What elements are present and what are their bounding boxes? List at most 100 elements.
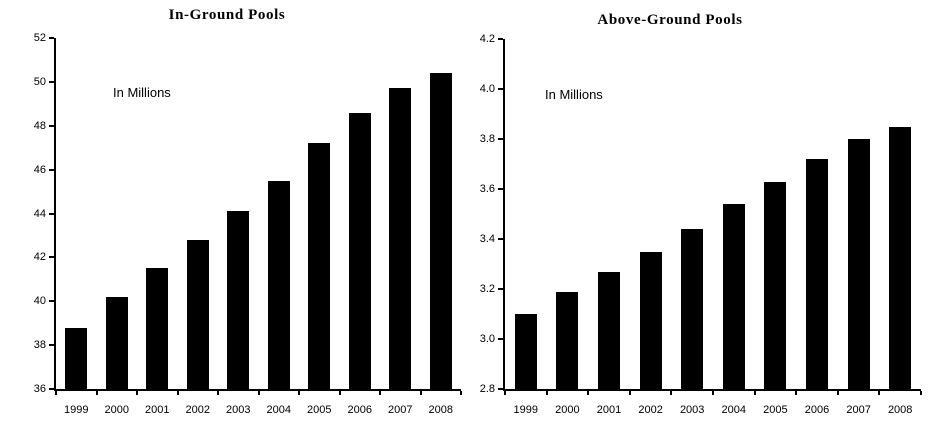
y-tick [49, 168, 54, 171]
bar-2005 [308, 143, 331, 389]
y-tick-label: 3.8 [479, 133, 495, 145]
x-tick-label: 1999 [64, 404, 89, 416]
x-tick [257, 391, 260, 395]
y-tick [49, 124, 54, 127]
x-tick [379, 391, 381, 395]
x-axis-line [503, 389, 921, 391]
x-tick-label: 2006 [804, 404, 830, 416]
y-tick [498, 38, 503, 40]
y-tick [49, 37, 54, 39]
x-tick-label: 2005 [763, 404, 788, 416]
y-tick-label: 42 [33, 251, 46, 264]
x-tick [95, 391, 98, 395]
chart-title: Above-Ground Pools [597, 12, 743, 28]
bar-2008 [429, 73, 452, 389]
bar-2001 [598, 271, 620, 389]
bar-2006 [348, 112, 371, 389]
x-tick-label: 2005 [307, 404, 332, 416]
y-tick [498, 238, 503, 240]
x-tick-label: 2000 [555, 404, 580, 416]
y-tick [49, 300, 54, 303]
y-tick [498, 88, 503, 90]
x-tick-label: 1999 [513, 404, 539, 416]
x-tick [753, 391, 756, 395]
chart-title: In-Ground Pools [168, 7, 286, 23]
units-annotation: In Millions [113, 85, 171, 100]
x-tick-label: 2008 [428, 404, 453, 416]
y-tick-label: 36 [33, 383, 46, 395]
x-tick [712, 391, 714, 395]
y-tick [49, 212, 54, 215]
bar-2007 [389, 88, 412, 389]
x-tick-label: 2001 [145, 404, 170, 416]
x-tick [460, 391, 462, 395]
x-tick [136, 391, 138, 395]
x-tick-label: 2000 [104, 404, 129, 416]
y-tick-label: 3.4 [479, 233, 495, 245]
y-tick [498, 138, 503, 140]
y-axis-line [54, 38, 56, 391]
x-tick-label: 2006 [347, 404, 372, 416]
x-tick [795, 391, 798, 395]
y-tick [498, 288, 503, 290]
y-axis-line [503, 39, 505, 391]
x-tick [298, 391, 300, 395]
y-tick-label: 4.2 [479, 33, 495, 45]
y-tick-label: 52 [33, 32, 46, 44]
bar-2001 [146, 268, 169, 389]
x-tick [419, 391, 422, 395]
x-tick [217, 391, 219, 395]
y-tick [49, 344, 54, 347]
bar-2000 [105, 296, 128, 389]
y-tick [498, 338, 503, 340]
y-tick-label: 4.0 [479, 83, 495, 95]
x-tick [920, 391, 922, 395]
y-tick-label: 44 [33, 207, 46, 220]
bar-2003 [227, 211, 250, 389]
x-tick [504, 391, 506, 395]
x-tick [176, 391, 179, 395]
y-tick-label: 2.8 [479, 383, 495, 395]
x-tick-label: 2002 [185, 404, 210, 416]
y-tick-label: 3.2 [479, 283, 495, 295]
x-tick [836, 391, 839, 395]
x-tick-label: 2007 [388, 404, 413, 416]
bar-2002 [639, 251, 662, 389]
y-tick-label: 38 [33, 339, 46, 352]
x-tick-label: 2001 [596, 404, 622, 416]
y-tick [498, 388, 503, 390]
bar-2004 [267, 180, 290, 389]
x-tick [628, 391, 631, 395]
bar-1999 [65, 327, 88, 389]
x-tick-label: 2008 [887, 404, 913, 416]
bar-2008 [889, 126, 912, 389]
x-axis-line [54, 389, 461, 391]
y-tick-label: 3.0 [479, 333, 495, 345]
units-annotation: In Millions [545, 87, 603, 102]
y-tick-label: 46 [33, 163, 46, 176]
y-tick [498, 188, 503, 190]
x-tick-label: 2004 [266, 404, 291, 416]
y-tick-label: 50 [33, 75, 46, 88]
y-tick [49, 388, 54, 390]
y-tick-label: 40 [33, 295, 46, 308]
bar-2002 [186, 239, 209, 389]
y-tick-label: 48 [33, 119, 46, 132]
x-tick-label: 2007 [846, 404, 871, 416]
y-tick-label: 3.6 [479, 183, 495, 195]
bar-1999 [514, 314, 537, 389]
bar-2004 [722, 204, 745, 389]
x-tick [587, 391, 590, 395]
x-tick-label: 2002 [638, 404, 663, 416]
x-tick [55, 391, 57, 395]
x-tick-label: 2004 [721, 404, 747, 416]
bar-2007 [847, 139, 870, 389]
x-tick [878, 391, 881, 395]
bar-2006 [806, 159, 828, 389]
bar-2005 [764, 181, 787, 389]
x-tick-label: 2003 [679, 404, 705, 416]
bar-2000 [556, 291, 579, 389]
x-tick [338, 391, 341, 395]
